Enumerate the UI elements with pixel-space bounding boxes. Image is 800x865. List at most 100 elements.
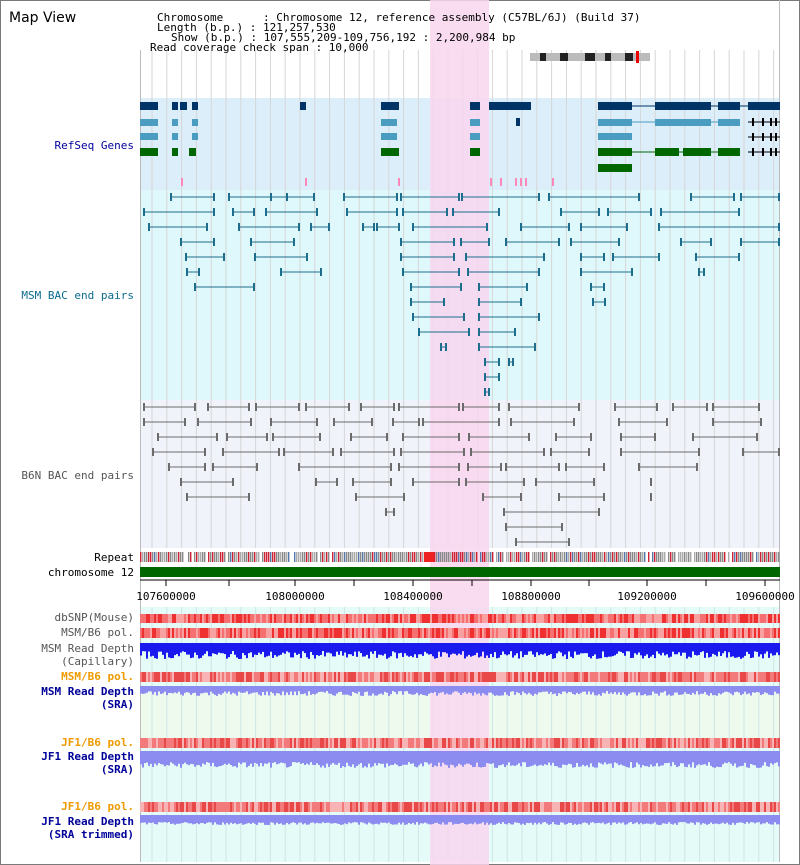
dbsnp-density-cell (676, 614, 678, 623)
repeat-element (658, 552, 660, 562)
msm-depth-sra-bar (452, 686, 454, 693)
msm-depth-sra-bar (162, 686, 164, 694)
msm-b6-pol-cell (660, 628, 662, 638)
dbsnp-density-cell (318, 614, 320, 623)
bac-end-marker (402, 433, 404, 441)
jf1-b6-pol-cell (726, 738, 728, 748)
jf1-depth-sra-bar (178, 751, 180, 764)
jf1-depth-sra-bar (472, 751, 474, 768)
repeat-element (406, 552, 408, 562)
msm-depth-capillary-bar (250, 643, 252, 653)
msm-b6-pol-sra-cell (408, 672, 410, 682)
jf1-depth-sra-bar (500, 751, 502, 766)
msm-b6-pol-sra-cell (656, 672, 658, 682)
jf1-b6-pol-2-cell (776, 802, 778, 812)
bac-end-marker (350, 433, 352, 441)
jf1-b6-pol-cell (692, 738, 694, 748)
msm-depth-sra-bar (542, 686, 544, 692)
jf1-b6-pol-cell (222, 738, 224, 748)
jf1-depth-sra-bar (662, 751, 664, 766)
jf1-depth-sra-bar (214, 751, 216, 767)
msm-b6-pol-sra-cell (718, 672, 720, 682)
jf1-depth-sra-bar (768, 751, 770, 767)
jf1-depth-trimmed-bar (660, 815, 662, 825)
dbsnp-density-cell (586, 614, 588, 623)
msm-depth-capillary-bar (778, 643, 780, 656)
track-label-msm-bac[interactable]: MSM BAC end pairs (21, 289, 134, 302)
jf1-b6-pol-cell (642, 738, 644, 748)
msm-b6-pol-cell (604, 628, 606, 638)
jf1-b6-pol-2-cell (508, 802, 510, 812)
bac-end-marker (580, 223, 582, 231)
jf1-b6-pol-2-cell (172, 802, 174, 812)
jf1-b6-pol-2-cell (206, 802, 208, 812)
track-label-msm-depth-sra: MSM Read Depth (41, 685, 134, 698)
msm-b6-pol-sra-cell (218, 672, 220, 682)
msm-b6-pol-cell (356, 628, 358, 638)
bac-end-marker (467, 268, 469, 276)
jf1-b6-pol-cell (270, 738, 272, 748)
jf1-depth-sra-bar (666, 751, 668, 764)
msm-depth-capillary-bar (314, 643, 316, 659)
track-label-b6n-bac[interactable]: B6N BAC end pairs (21, 469, 134, 482)
jf1-b6-pol-2-cell (628, 802, 630, 812)
repeat-element (314, 552, 316, 562)
jf1-b6-pol-2-cell (200, 802, 202, 812)
bac-end-marker (650, 208, 652, 216)
repeat-element (158, 552, 160, 562)
jf1-depth-sra-bar (216, 751, 218, 768)
msm-b6-pol-sra-cell (350, 672, 352, 682)
jf1-b6-pol-2-cell (692, 802, 694, 812)
jf1-depth-sra-bar (650, 751, 652, 765)
msm-b6-pol-sra-cell (712, 672, 714, 682)
bac-end-marker (315, 478, 317, 486)
jf1-b6-pol-cell (480, 738, 482, 748)
bac-end-marker (607, 208, 609, 216)
jf1-b6-pol-cell (450, 738, 452, 748)
msm-depth-capillary-bar (482, 643, 484, 652)
jf1-depth-sra-bar (320, 751, 322, 768)
bac-end-marker (226, 433, 228, 441)
jf1-b6-pol-cell (370, 738, 372, 748)
msm-b6-pol-cell (590, 628, 592, 638)
repeat-element (472, 552, 474, 562)
jf1-depth-trimmed-bar (334, 815, 336, 824)
msm-depth-sra-bar (752, 686, 754, 693)
msm-depth-capillary-bar (402, 643, 404, 657)
repeat-element (152, 552, 154, 562)
jf1-b6-pol-cell (606, 738, 608, 748)
jf1-depth-sra-bar (594, 751, 596, 768)
jf1-depth-trimmed-bar (566, 815, 568, 825)
jf1-b6-pol-2-cell (690, 802, 692, 812)
jf1-depth-trimmed-bar (502, 815, 504, 823)
jf1-depth-trimmed-bar (220, 815, 222, 825)
jf1-b6-pol-cell (612, 738, 614, 748)
jf1-b6-pol-cell (188, 738, 190, 748)
bac-end-marker (672, 403, 674, 411)
jf1-depth-trimmed-bar (726, 815, 728, 823)
msm-b6-pol-cell (540, 628, 542, 638)
jf1-depth-sra-bar (156, 751, 158, 766)
msm-depth-capillary-bar (152, 643, 154, 656)
msm-depth-capillary-bar (148, 643, 150, 652)
dbsnp-density-cell (274, 614, 276, 623)
msm-b6-pol-sra-cell (612, 672, 614, 682)
bac-end-marker (272, 433, 274, 441)
bac-end-marker (505, 523, 507, 531)
msm-b6-pol-sra-cell (190, 672, 192, 682)
dbsnp-density-cell (276, 614, 278, 623)
msm-b6-pol-cell (446, 628, 448, 638)
jf1-b6-pol-2-cell (388, 802, 390, 812)
msm-b6-pol-cell (600, 628, 602, 638)
jf1-b6-pol-2-cell (428, 802, 430, 812)
gene-feature (192, 102, 198, 110)
msm-b6-pol-sra-cell (552, 672, 554, 682)
msm-depth-sra-bar (298, 686, 300, 692)
msm-depth-sra-bar (462, 686, 464, 694)
track-label-refseq[interactable]: RefSeq Genes (54, 139, 134, 152)
repeat-element (670, 552, 672, 562)
msm-b6-pol-cell (300, 628, 302, 638)
repeat-element (758, 552, 760, 562)
jf1-depth-sra-bar (616, 751, 618, 764)
dbsnp-density-cell (550, 614, 552, 623)
